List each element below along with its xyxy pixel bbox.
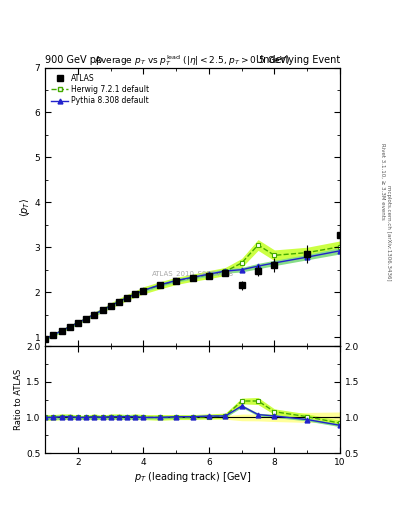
X-axis label: $p_T$ (leading track) [GeV]: $p_T$ (leading track) [GeV] [134,470,251,484]
Y-axis label: Ratio to ATLAS: Ratio to ATLAS [14,369,23,430]
Text: ATLAS_2010_S8894728: ATLAS_2010_S8894728 [152,270,233,277]
Text: 900 GeV pp: 900 GeV pp [45,55,103,65]
Text: mcplots.cern.ch [arXiv:1306.3436]: mcplots.cern.ch [arXiv:1306.3436] [386,185,391,280]
Y-axis label: $\langle p_T \rangle$: $\langle p_T \rangle$ [18,197,32,217]
Title: Average $p_T$ vs $p_T^{\mathrm{lead}}$ ($|\eta| < 2.5$, $p_T > 0.5$ GeV): Average $p_T$ vs $p_T^{\mathrm{lead}}$ (… [94,53,291,68]
Legend: ATLAS, Herwig 7.2.1 default, Pythia 8.308 default: ATLAS, Herwig 7.2.1 default, Pythia 8.30… [49,71,152,108]
Text: Rivet 3.1.10, ≥ 3.3M events: Rivet 3.1.10, ≥ 3.3M events [381,143,386,220]
Text: Underlying Event: Underlying Event [256,55,340,65]
